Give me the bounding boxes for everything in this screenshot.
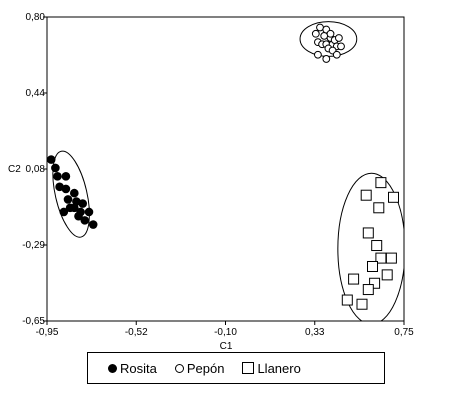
llanero-point — [356, 298, 368, 310]
y-tick-label: 0,80 — [26, 12, 46, 23]
y-tick-label: -0,65 — [22, 316, 45, 327]
pepon-point — [316, 23, 324, 32]
llanero-point — [381, 269, 393, 281]
legend-item-pepon: Pepón — [174, 360, 225, 376]
legend-label-rosita: Rosita — [120, 360, 157, 376]
filled-circle-icon — [108, 363, 117, 373]
data-points — [46, 23, 399, 310]
rosita-point — [80, 216, 90, 225]
open-square-icon — [242, 362, 255, 374]
legend-item-rosita: Rosita — [108, 361, 157, 376]
scatter-chart: -0,95 -0,52 -0,10 0,33 0,75 0,80 0,44 0,08 -0,29… — [8, 12, 414, 352]
llanero-point — [385, 252, 397, 264]
llanero-point — [388, 191, 399, 203]
pepon-point — [337, 42, 345, 51]
llanero-point — [367, 260, 378, 272]
rosita-point — [63, 195, 73, 204]
pepon-point — [326, 29, 335, 38]
legend: Rosita Pepón Llanero — [87, 352, 385, 384]
rosita-point — [53, 172, 62, 181]
pepon-point — [314, 50, 322, 59]
rosita-point — [70, 188, 79, 198]
rosita-point — [88, 220, 98, 229]
llanero-point — [360, 189, 372, 201]
rosita-point — [51, 163, 60, 173]
x-tick-label: 0,75 — [394, 327, 414, 338]
llanero-point — [373, 202, 385, 214]
x-axis-title: C1 — [220, 341, 233, 352]
y-tick-label: 0,08 — [26, 164, 46, 175]
legend-label-llanero: Llanero — [257, 360, 301, 376]
llanero-point — [348, 273, 360, 285]
rosita-point — [84, 207, 94, 217]
pepon-point — [332, 50, 341, 59]
x-tick-label: -0,95 — [36, 327, 59, 338]
llanero-point — [369, 277, 381, 289]
llanero-point — [341, 294, 353, 306]
llanero-point — [362, 284, 374, 296]
y-tick-label: -0,29 — [22, 240, 45, 251]
pepon-point — [322, 55, 331, 63]
llanero-point — [362, 227, 374, 239]
rosita-point — [78, 199, 87, 208]
x-tick-label: 0,33 — [305, 327, 325, 338]
rosita-point — [65, 203, 75, 213]
axis-ticks: -0,95 -0,52 -0,10 0,33 0,75 0,80 0,44 0,08 -0,29… — [22, 12, 414, 338]
ellipse-llanero — [337, 172, 404, 321]
y-axis-title: C2 — [8, 164, 21, 175]
y-tick-label: 0,44 — [26, 88, 46, 99]
rosita-point — [74, 211, 83, 221]
rosita-point — [59, 207, 69, 217]
rosita-point — [61, 172, 71, 181]
legend-item-llanero: Llanero — [242, 360, 301, 376]
pepon-point — [335, 34, 343, 42]
rosita-point — [61, 184, 71, 194]
llanero-point — [371, 240, 383, 252]
x-tick-label: -0,52 — [125, 327, 148, 338]
ellipse-rosita — [52, 150, 90, 238]
legend-label-pepon: Pepón — [186, 360, 225, 376]
pepon-point — [320, 31, 329, 40]
open-circle-icon — [174, 363, 184, 373]
x-tick-label: -0,10 — [214, 327, 237, 338]
llanero-point — [375, 177, 387, 189]
rosita-point — [46, 155, 56, 164]
pepon-point — [311, 29, 320, 38]
